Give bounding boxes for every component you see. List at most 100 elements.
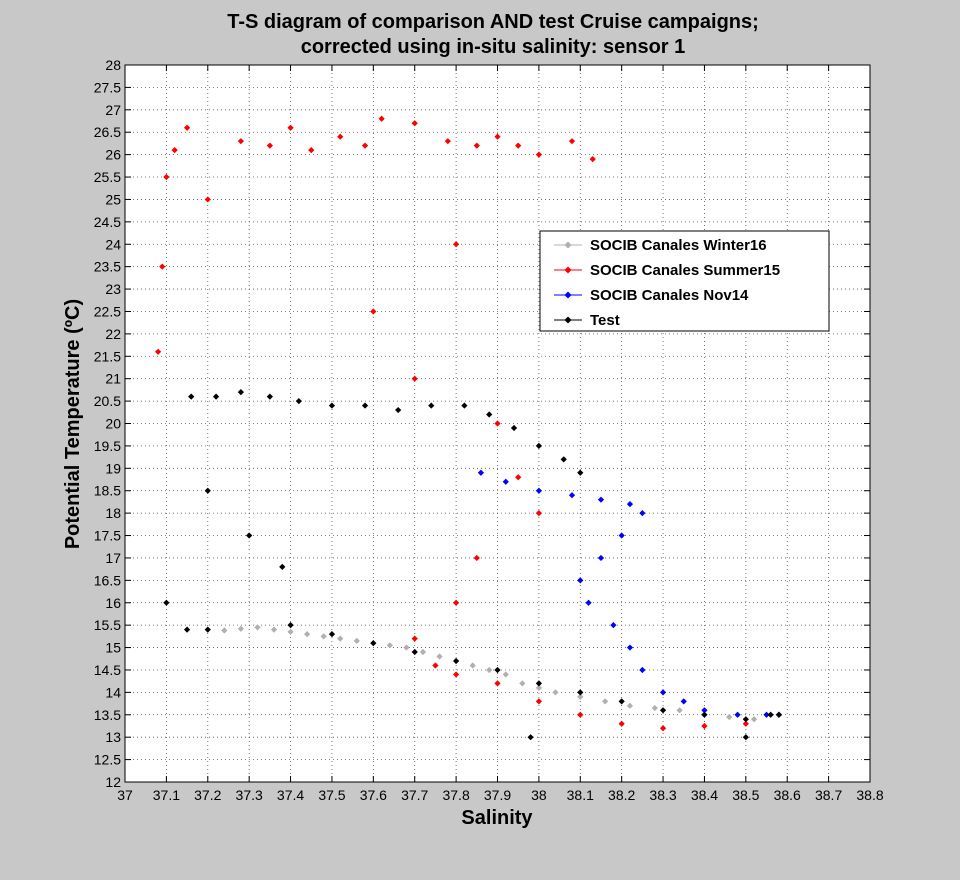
x-tick-label: 38.3 [649,787,676,803]
data-point [361,402,369,409]
x-tick-label: 38.2 [608,787,635,803]
data-point [477,469,485,476]
legend-label: SOCIB Canales Nov14 [590,287,749,304]
y-tick-label: 23.5 [94,259,121,275]
data-point [473,142,480,149]
data-point [618,698,625,705]
data-point [742,734,749,741]
data-point [428,402,435,409]
legend-label: SOCIB Canales Summer15 [590,262,780,279]
y-tick-label: 12.5 [94,752,121,768]
grid-lines [125,65,870,782]
data-point [411,648,418,656]
series-1 [154,115,749,732]
data-point [370,308,377,315]
y-tick-label: 14.5 [94,662,121,678]
x-tick-label: 37.1 [153,787,180,803]
y-tick-label: 25.5 [94,169,121,185]
legend-marker [564,241,572,249]
data-point [502,478,509,485]
data-point [639,510,646,517]
y-tick-label: 21.5 [94,348,121,364]
data-point [577,577,584,584]
data-point [188,393,195,400]
data-point [452,599,460,606]
data-point [626,644,634,651]
data-point [659,689,667,696]
data-point [659,707,667,714]
data-point [701,722,708,730]
y-tick-label: 18.5 [94,483,121,499]
legend-label: SOCIB Canales Winter16 [590,237,767,254]
data-point [163,173,170,181]
data-point [461,402,468,409]
y-tick-label: 26.5 [94,124,121,140]
data-point [577,711,584,718]
data-point [680,698,687,705]
data-point [535,680,543,687]
x-tick-label: 37.8 [442,787,469,803]
data-point [597,496,605,503]
data-point [618,720,625,727]
y-tick-label: 26 [105,147,121,163]
x-tick-label: 38.7 [815,787,842,803]
x-tick-label: 37.7 [401,787,428,803]
data-point [701,711,708,718]
axis-ticks [124,64,871,783]
data-point [763,711,770,718]
data-point [775,711,783,718]
data-point [204,196,211,203]
y-tick-label: 15.5 [94,617,121,633]
data-point [328,631,336,638]
y-tick-label: 13 [105,729,121,745]
y-tick-label: 28 [105,57,121,73]
x-tick-label: 38.8 [856,787,883,803]
data-point [535,684,543,692]
data-point [519,680,526,687]
data-point [361,142,369,149]
data-point [585,599,592,606]
y-tick-label: 12 [105,774,121,790]
x-tick-label: 37.3 [236,787,263,803]
y-tick-label: 14 [105,684,121,700]
data-point [577,693,584,700]
data-point [726,713,733,721]
data-point [419,648,427,656]
x-tick-label: 37.5 [318,787,345,803]
data-point [494,420,501,427]
y-tick-label: 13.5 [94,707,121,723]
y-tick-label: 21 [105,371,121,387]
y-tick-label: 16 [105,595,121,611]
data-point [601,698,609,705]
data-point [742,716,749,723]
x-tick-label: 38.6 [774,787,801,803]
chart-title-line-2: corrected using in-situ salinity: sensor… [301,36,686,58]
data-point [676,707,683,714]
x-axis-label: Salinity [461,807,533,829]
data-point [701,707,708,714]
data-point [515,474,522,481]
data-point [651,704,658,712]
data-point [486,411,493,418]
y-tick-label: 17 [105,550,121,566]
data-point [742,720,749,727]
legend-marker [564,266,572,274]
x-tick-label: 37.6 [360,787,387,803]
data-point [597,554,605,562]
data-point [403,644,410,651]
y-tick-label: 19 [105,460,121,476]
data-point [618,532,625,539]
y-tick-label: 20.5 [94,393,121,409]
data-point [452,671,460,678]
y-tick-label: 22 [105,326,121,342]
x-tick-labels: 37 37.1 37.2 37.3 37.4 37.5 37.6 37.7 37.8 37.9 38… [117,787,884,803]
data-point [750,716,758,723]
data-point [370,639,377,647]
chart-title-line-1: T-S diagram of comparison AND test Cruis… [227,11,759,33]
y-tick-label: 23 [105,281,121,297]
x-tick-label: 38 [531,787,547,803]
y-tick-label: 24 [105,236,121,252]
y-tick-label: 17.5 [94,528,121,544]
y-tick-label: 27.5 [94,79,121,95]
